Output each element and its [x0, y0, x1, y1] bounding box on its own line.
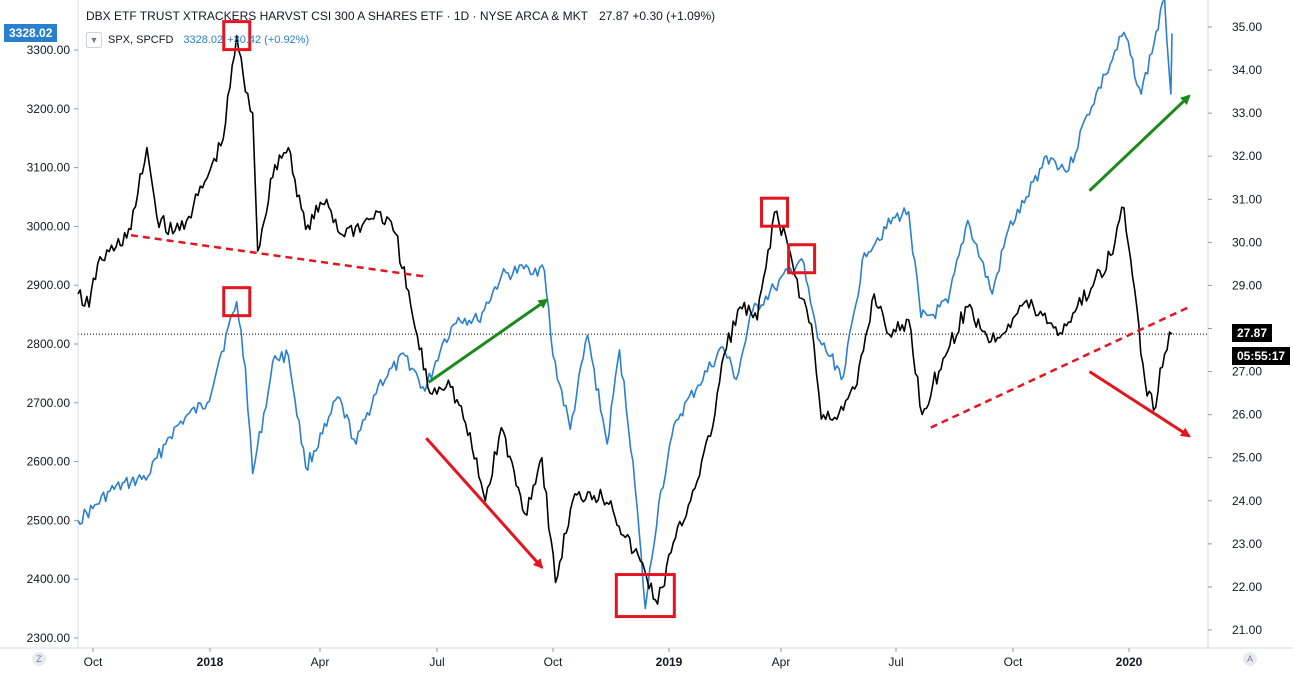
compare-legend: ▼ SPX, SPCFD 3328.02 +30.42 (+0.92%) [86, 32, 309, 48]
green-arrow [1088, 94, 1191, 192]
series-layer [77, 0, 1173, 610]
highlight-box [614, 573, 676, 619]
price-change: +0.30 (+1.09%) [632, 9, 716, 23]
right-tick-label: 35.00 [1232, 20, 1262, 34]
x-tick-label: Jul [888, 655, 903, 669]
x-tick-label: 2018 [197, 655, 224, 669]
chevron-down-icon[interactable]: ▼ [86, 32, 102, 48]
compare-change: +30.42 (+0.92%) [227, 34, 310, 46]
highlight-box [222, 20, 252, 52]
auto-scale-right-icon[interactable]: A [1243, 652, 1257, 666]
left-tick-label: 2600.00 [27, 455, 71, 469]
trend-line [130, 233, 424, 278]
chart-title: DBX ETF TRUST XTRACKERS HARVST CSI 300 A… [86, 9, 588, 23]
left-tick-label: 2400.00 [27, 572, 71, 586]
left-tick-label: 2500.00 [27, 513, 71, 527]
left-tick-label: 3000.00 [27, 219, 71, 233]
x-tick-label: Oct [544, 655, 563, 669]
x-tick-label: 2020 [1116, 655, 1143, 669]
right-tick-label: 21.00 [1232, 623, 1262, 637]
right-price-tag: 27.87 [1232, 324, 1273, 342]
x-tick-label: Oct [1004, 655, 1023, 669]
chart-header: DBX ETF TRUST XTRACKERS HARVST CSI 300 A… [86, 9, 715, 23]
right-tick-label: 24.00 [1232, 494, 1262, 508]
green-arrow [427, 298, 549, 384]
axes [0, 0, 1293, 652]
right-tick-label: 30.00 [1232, 235, 1262, 249]
right-tick-label: 32.00 [1232, 149, 1262, 163]
right-tick-label: 26.00 [1232, 408, 1262, 422]
right-tick-label: 33.00 [1232, 106, 1262, 120]
highlight-box [222, 286, 252, 318]
annotation-layer [130, 20, 1191, 619]
x-tick-label: Oct [84, 655, 103, 669]
left-price-tag: 3328.02 [4, 24, 58, 42]
x-tick-label: Apr [772, 655, 791, 669]
right-tick-label: 27.00 [1232, 365, 1262, 379]
left-tick-label: 2700.00 [27, 396, 71, 410]
compare-value: 3328.02 [183, 34, 224, 46]
right-tick-label: 25.00 [1232, 451, 1262, 465]
countdown-timer: 05:55:17 [1232, 347, 1291, 365]
right-tick-label: 23.00 [1232, 537, 1262, 551]
highlight-box [760, 196, 790, 228]
compare-symbol: SPX, SPCFD [108, 34, 174, 46]
right-tick-label: 29.00 [1232, 278, 1262, 292]
red-arrow [1088, 370, 1191, 438]
left-tick-label: 2900.00 [27, 278, 71, 292]
left-tick-label: 3200.00 [27, 102, 71, 116]
right-tick-label: 34.00 [1232, 63, 1262, 77]
red-arrow [425, 437, 544, 569]
x-tick-label: Apr [311, 655, 330, 669]
left-tick-label: 2300.00 [27, 631, 71, 645]
highlight-box [787, 243, 817, 275]
etf-series-line [77, 34, 1173, 605]
auto-scale-left-icon[interactable]: Z [32, 652, 46, 666]
right-tick-label: 22.00 [1232, 580, 1262, 594]
x-tick-label: 2019 [656, 655, 683, 669]
last-price: 27.87 [599, 9, 630, 23]
x-tick-label: Jul [429, 655, 444, 669]
tick-labels: 2300.00 2400.00 2500.00 2600.00 2700.00 2800.… [27, 20, 1263, 669]
spx-series-line [77, 0, 1173, 610]
left-tick-label: 3300.00 [27, 43, 71, 57]
left-tick-label: 2800.00 [27, 337, 71, 351]
left-tick-label: 3100.00 [27, 161, 71, 175]
right-tick-label: 31.00 [1232, 192, 1262, 206]
